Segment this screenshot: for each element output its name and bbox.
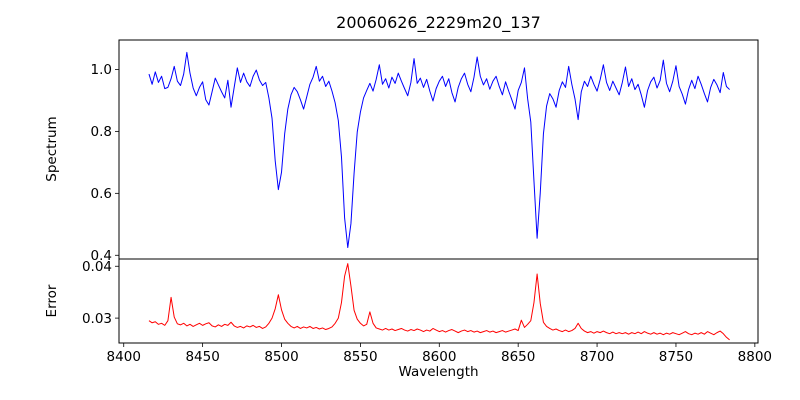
spectrum-y-tick-label: 0.4 [91, 248, 112, 264]
x-tick-label: 8500 [264, 349, 298, 365]
x-tick-label: 8400 [107, 349, 141, 365]
x-tick-label: 8450 [185, 349, 219, 365]
spectrum-y-tick-label: 1.0 [91, 62, 112, 78]
spectrum-y-tick-label: 0.6 [91, 186, 112, 202]
error-line [148, 263, 730, 341]
x-tick-label: 8700 [580, 349, 614, 365]
chart-title: 20060626_2229m20_137 [336, 13, 541, 32]
error-y-tick-label: 0.04 [82, 259, 112, 275]
x-tick-label: 8800 [738, 349, 772, 365]
x-tick-label: 8750 [659, 349, 693, 365]
x-tick-label: 8650 [501, 349, 535, 365]
error-y-tick-label: 0.03 [82, 311, 112, 327]
x-tick-label: 8600 [422, 349, 456, 365]
x-tick-label: 8550 [343, 349, 377, 365]
spectrum-y-tick-label: 0.8 [91, 124, 112, 140]
x-axis-label: Wavelength [398, 364, 479, 380]
spectrum-line [148, 51, 730, 249]
spectrum-axes-border [118, 39, 759, 260]
error-axes-border [118, 258, 759, 344]
